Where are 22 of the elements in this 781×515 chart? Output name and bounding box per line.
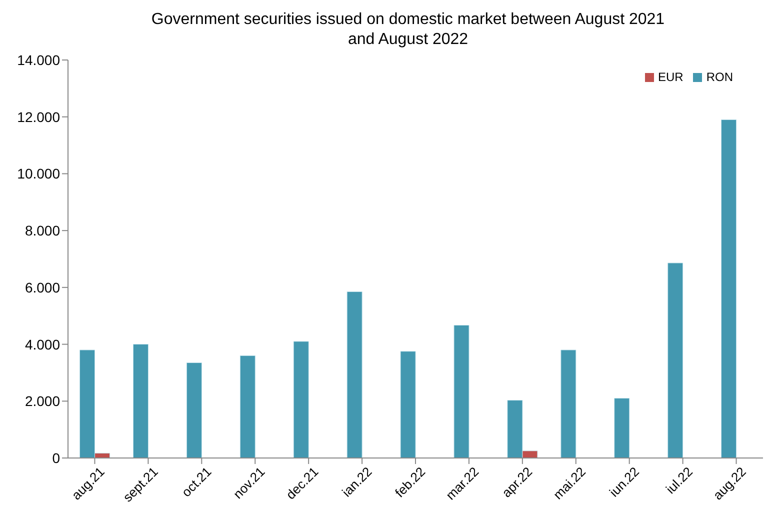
y-tick-label: 2.000 xyxy=(24,393,60,410)
bar xyxy=(668,262,684,458)
y-tick-label: 0 xyxy=(52,450,60,466)
y-tick-label: 14.000 xyxy=(17,52,60,68)
y-tick-label: 12.000 xyxy=(17,108,60,125)
bar xyxy=(132,344,148,458)
bar xyxy=(560,350,576,458)
bar xyxy=(454,324,470,458)
bar xyxy=(346,291,362,458)
bar xyxy=(614,398,630,458)
legend-label: EUR xyxy=(658,70,684,84)
y-tick-label: 8.000 xyxy=(24,222,60,239)
y-tick-label: 10.000 xyxy=(17,166,60,182)
y-tick-label: 6.000 xyxy=(24,279,60,296)
bar xyxy=(293,341,309,458)
y-tick-label: 4.000 xyxy=(24,336,60,352)
bar xyxy=(186,362,202,458)
legend-label: RON xyxy=(706,70,733,84)
bar xyxy=(240,355,256,458)
bar xyxy=(721,119,737,458)
bar xyxy=(400,351,416,458)
chart-title: Government securities issued on domestic market between August 2021 and August 2022 xyxy=(150,10,666,50)
